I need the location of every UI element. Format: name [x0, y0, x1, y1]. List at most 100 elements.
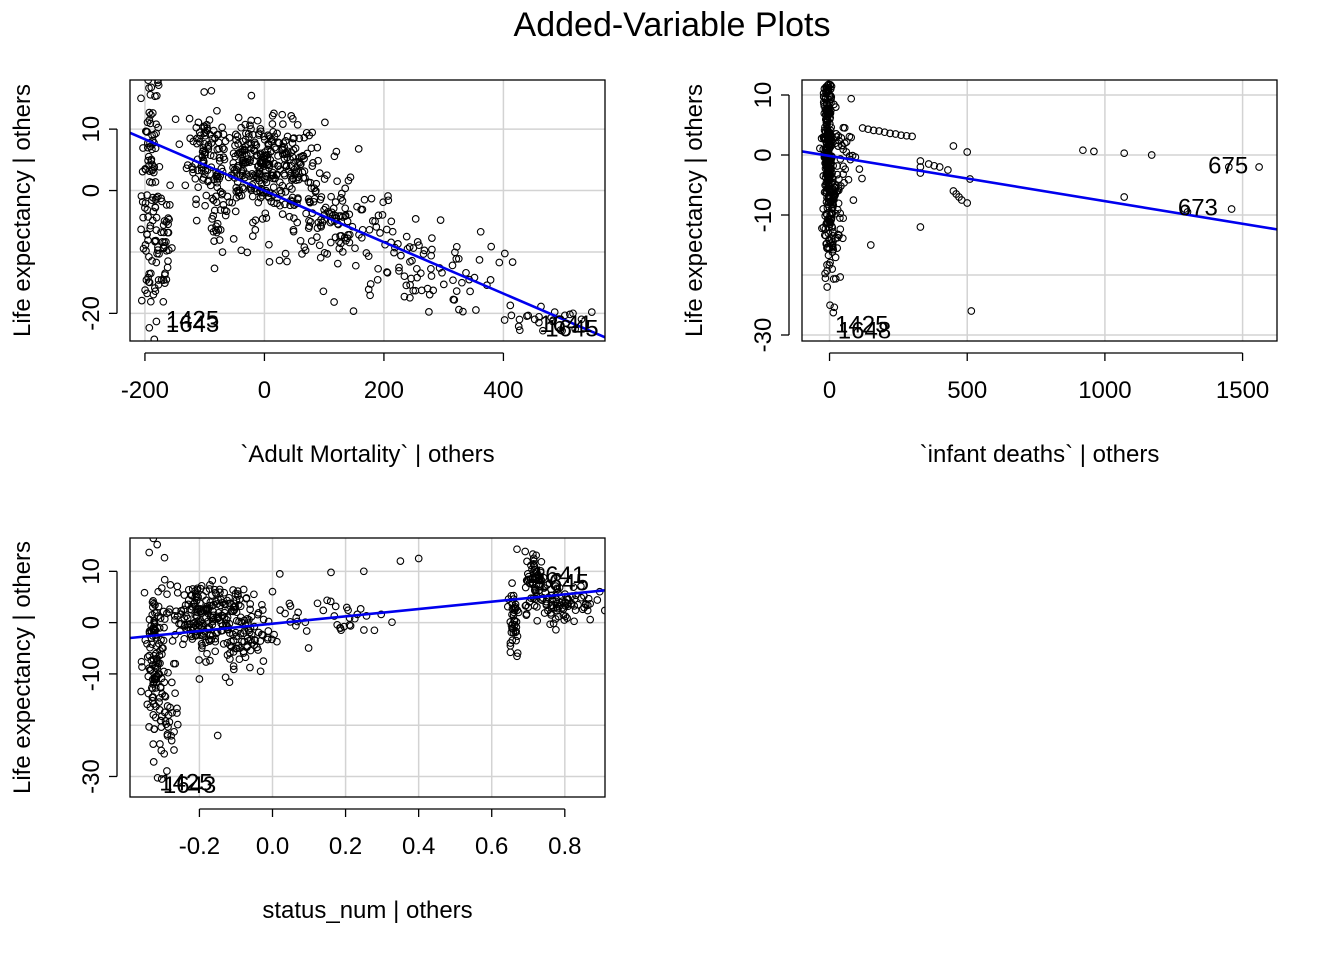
data-point: [163, 590, 171, 599]
data-point: [168, 708, 176, 717]
data-point: [173, 588, 182, 597]
data-point: [192, 195, 200, 204]
data-point: [320, 175, 329, 183]
data-point: [306, 198, 314, 206]
data-point: [829, 200, 838, 209]
data-point: [258, 600, 266, 609]
x-axis-title: `infant deaths` | others: [920, 441, 1160, 468]
data-point: [253, 151, 261, 160]
data-point: [513, 606, 522, 614]
y-tick-label: 0: [78, 184, 105, 197]
data-point: [160, 575, 169, 584]
data-point: [226, 649, 234, 657]
data-point: [191, 174, 200, 183]
data-point: [486, 276, 495, 284]
data-point: [220, 145, 228, 154]
data-point: [142, 247, 150, 255]
data-point: [280, 154, 289, 163]
data-point: [137, 192, 146, 200]
data-point: [258, 215, 267, 223]
data-point: [826, 301, 834, 310]
data-point: [384, 196, 393, 205]
data-point: [1120, 149, 1129, 158]
data-point: [341, 184, 350, 193]
data-point: [839, 170, 847, 178]
data-point: [370, 626, 379, 635]
data-point: [188, 602, 197, 611]
data-point: [294, 168, 303, 176]
data-point: [412, 264, 421, 273]
point-label: 1641: [539, 311, 592, 338]
data-point: [351, 244, 359, 253]
data-point: [249, 218, 257, 227]
data-point: [285, 212, 294, 221]
data-point: [821, 136, 830, 144]
data-point: [187, 591, 196, 600]
x-tick-label: 400: [483, 377, 523, 404]
data-point: [819, 98, 828, 107]
data-point: [229, 662, 238, 670]
data-point: [146, 90, 155, 99]
data-point: [213, 219, 222, 228]
data-point: [197, 617, 205, 625]
data-point: [232, 136, 240, 144]
data-point: [281, 249, 290, 258]
data-point: [144, 213, 152, 221]
data-point: [536, 566, 545, 575]
data-point: [963, 148, 972, 156]
x-tick-label: 1000: [1078, 377, 1131, 404]
data-point: [204, 635, 213, 644]
data-point: [208, 576, 217, 585]
data-point: [831, 103, 840, 111]
data-point: [158, 197, 166, 206]
data-point: [250, 641, 259, 649]
data-point: [828, 203, 837, 212]
data-point: [150, 335, 159, 341]
data-point: [153, 773, 162, 782]
data-point: [826, 85, 835, 93]
data-point: [406, 293, 414, 302]
data-point: [265, 132, 274, 141]
data-point: [219, 640, 228, 648]
data-point: [487, 242, 496, 251]
data-point: [234, 150, 242, 158]
y-axis-title: Life expectancy | others: [9, 84, 36, 337]
plot-frame: [801, 79, 1278, 342]
data-point: [229, 235, 238, 243]
data-point: [232, 616, 241, 625]
data-point: [151, 92, 159, 101]
data-point: [823, 85, 832, 94]
data-point: [193, 139, 201, 148]
data-point: [930, 161, 939, 170]
data-point: [246, 605, 254, 614]
data-point: [212, 228, 221, 237]
data-point: [170, 727, 178, 736]
y-tick-label: 0: [750, 148, 777, 161]
data-point: [173, 582, 182, 591]
data-point: [302, 627, 311, 635]
data-point: [374, 211, 383, 220]
data-point: [533, 616, 542, 625]
data-point: [179, 640, 187, 649]
data-point: [295, 153, 304, 162]
data-point: [211, 647, 220, 656]
data-point: [246, 121, 254, 130]
data-point: [273, 129, 281, 138]
data-point: [233, 132, 242, 141]
data-point: [827, 209, 836, 217]
data-point: [158, 690, 167, 698]
data-point: [264, 139, 272, 148]
data-point: [535, 312, 543, 321]
data-point: [145, 269, 154, 278]
data-point: [170, 612, 179, 620]
data-point: [527, 561, 535, 570]
data-point: [839, 214, 848, 223]
data-point: [388, 618, 396, 627]
data-point: [139, 144, 147, 152]
data-point: [866, 241, 875, 249]
data-point: [171, 115, 180, 124]
data-point: [171, 689, 179, 698]
data-point: [232, 608, 241, 617]
data-point: [577, 582, 585, 591]
figure-title: Added-Variable Plots: [513, 6, 831, 44]
